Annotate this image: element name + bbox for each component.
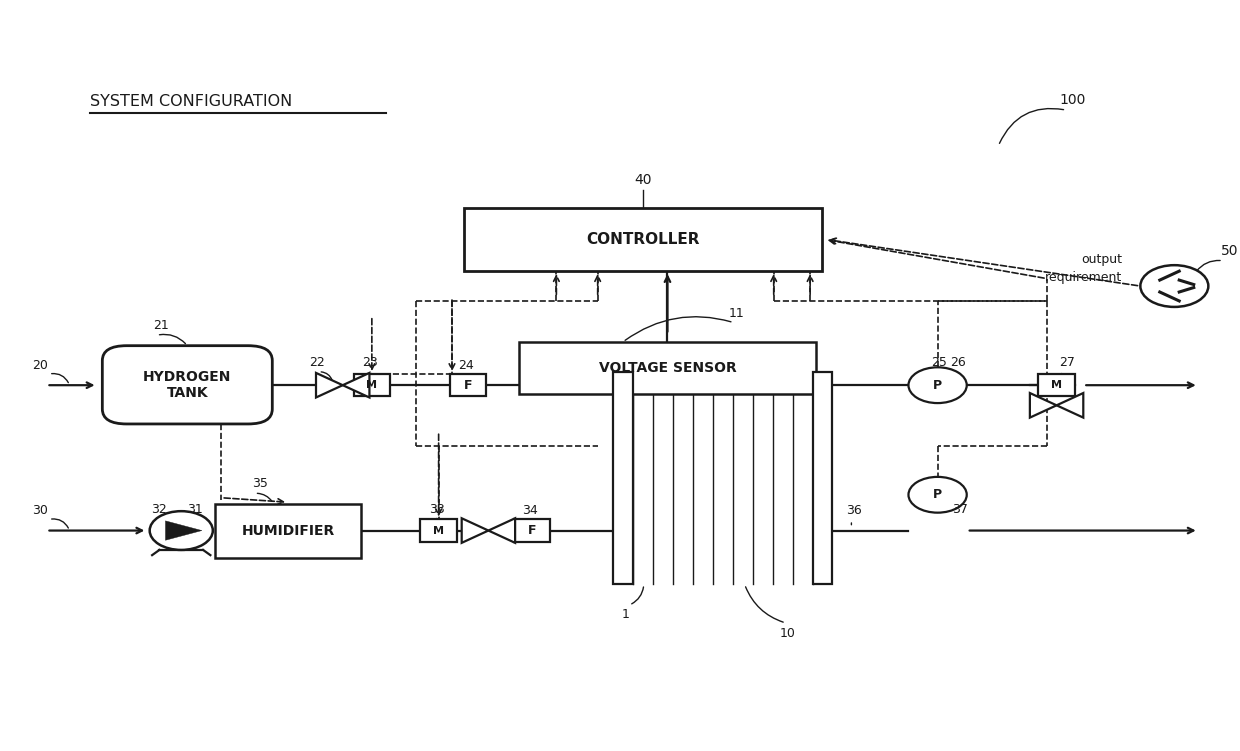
Text: 11: 11: [729, 306, 744, 320]
Text: 1: 1: [621, 608, 630, 621]
Text: 37: 37: [952, 502, 968, 516]
Text: 27: 27: [1059, 356, 1075, 369]
Bar: [1038, 374, 1075, 397]
Text: 22: 22: [309, 356, 325, 369]
Bar: [513, 520, 551, 541]
Text: VOLTAGE SENSOR: VOLTAGE SENSOR: [599, 361, 737, 375]
Text: 26: 26: [950, 356, 966, 369]
FancyBboxPatch shape: [103, 345, 273, 424]
Text: SYSTEM CONFIGURATION: SYSTEM CONFIGURATION: [91, 94, 293, 109]
Text: 20: 20: [32, 359, 48, 372]
Text: 34: 34: [522, 504, 538, 517]
Bar: [450, 374, 486, 397]
Circle shape: [1141, 265, 1208, 307]
Text: HUMIDIFIER: HUMIDIFIER: [242, 524, 335, 538]
Bar: [464, 208, 822, 271]
Text: 50: 50: [1220, 244, 1238, 258]
Circle shape: [150, 511, 213, 550]
Polygon shape: [342, 373, 370, 397]
Text: P: P: [932, 379, 942, 392]
Polygon shape: [316, 373, 342, 397]
Text: M: M: [366, 380, 377, 391]
Text: 24: 24: [458, 359, 474, 372]
Circle shape: [909, 367, 967, 403]
Bar: [353, 374, 391, 397]
Text: P: P: [932, 488, 942, 501]
Text: F: F: [528, 524, 537, 537]
Polygon shape: [461, 518, 489, 543]
Text: 25: 25: [931, 356, 947, 369]
Text: output: output: [1081, 253, 1122, 267]
Polygon shape: [489, 518, 515, 543]
Text: CONTROLLER: CONTROLLER: [587, 232, 699, 247]
Polygon shape: [1030, 393, 1056, 418]
Text: 40: 40: [635, 173, 652, 187]
Circle shape: [909, 477, 967, 513]
Text: M: M: [433, 526, 444, 535]
Bar: [614, 372, 632, 584]
Bar: [812, 372, 832, 584]
Text: 23: 23: [362, 356, 378, 369]
Text: 21: 21: [154, 319, 169, 332]
Text: 10: 10: [780, 627, 796, 641]
Bar: [216, 504, 361, 558]
Polygon shape: [165, 521, 202, 540]
Bar: [420, 520, 456, 541]
Text: requirement: requirement: [1045, 270, 1122, 284]
Polygon shape: [1056, 393, 1084, 418]
Text: 31: 31: [187, 502, 203, 516]
Text: 100: 100: [1059, 93, 1085, 107]
Text: 33: 33: [429, 502, 445, 516]
Text: 32: 32: [151, 502, 167, 516]
Text: 36: 36: [847, 504, 862, 517]
Text: 35: 35: [252, 478, 268, 490]
Text: 30: 30: [32, 504, 48, 517]
Text: M: M: [1052, 380, 1063, 391]
Text: F: F: [464, 379, 472, 392]
Text: HYDROGEN
TANK: HYDROGEN TANK: [143, 369, 232, 400]
Bar: [518, 342, 816, 394]
